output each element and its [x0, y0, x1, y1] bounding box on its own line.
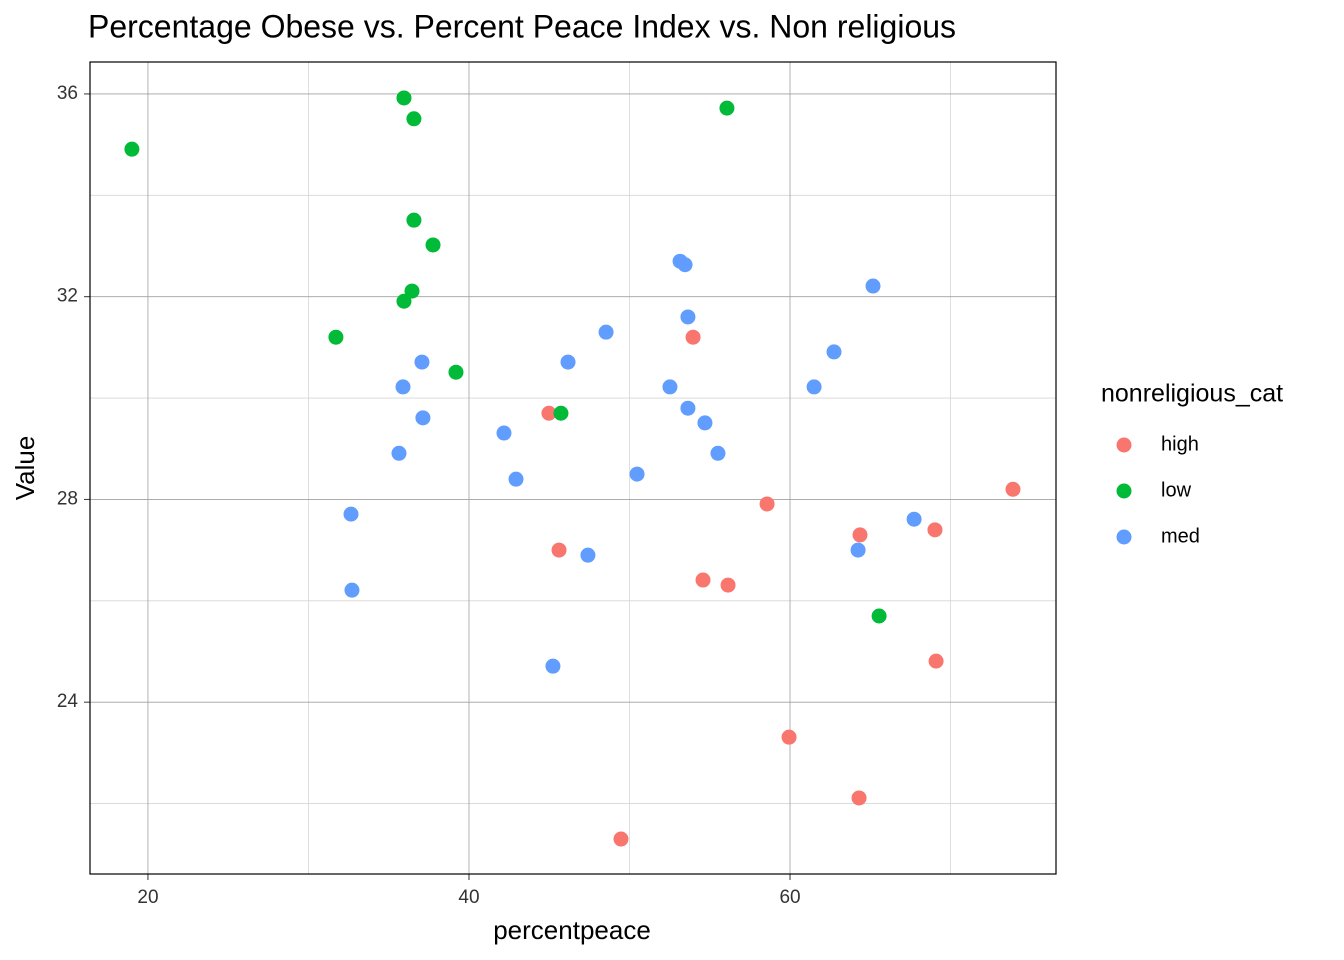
legend-title: nonreligious_cat	[1101, 380, 1283, 408]
point	[415, 410, 431, 426]
point	[508, 471, 524, 487]
point	[406, 111, 422, 127]
point	[406, 212, 422, 228]
point	[928, 653, 944, 669]
point	[395, 379, 411, 395]
point	[697, 415, 713, 431]
legend-label: high	[1161, 433, 1199, 455]
point	[328, 329, 344, 345]
point	[343, 506, 359, 522]
point	[781, 729, 797, 745]
point	[680, 400, 696, 416]
point	[927, 522, 943, 538]
point	[871, 608, 887, 624]
point	[560, 354, 576, 370]
point	[344, 582, 360, 598]
legend-label: med	[1161, 525, 1200, 547]
point	[662, 379, 678, 395]
point	[680, 309, 696, 325]
point	[404, 283, 420, 299]
point	[541, 405, 557, 421]
plot-border	[89, 61, 1057, 875]
point	[850, 542, 866, 558]
point	[629, 466, 645, 482]
y-axis-label: Value	[10, 436, 40, 501]
point	[124, 141, 140, 157]
y-tick-label: 32	[57, 286, 78, 307]
point	[685, 329, 701, 345]
point	[496, 425, 512, 441]
point	[806, 379, 822, 395]
point	[551, 542, 567, 558]
y-tick-label: 24	[57, 691, 79, 712]
legend-key	[1116, 437, 1132, 453]
legend-key	[1116, 529, 1132, 545]
point	[710, 445, 726, 461]
x-axis-label: percentpeace	[493, 915, 651, 945]
point	[598, 324, 614, 340]
point	[1005, 481, 1021, 497]
point	[396, 293, 412, 309]
point	[425, 237, 441, 253]
point	[865, 278, 881, 294]
point	[414, 354, 430, 370]
point	[695, 572, 711, 588]
x-tick-label: 20	[137, 887, 158, 908]
point	[906, 511, 922, 527]
x-tick-label: 60	[779, 887, 800, 908]
legend-label: low	[1161, 479, 1192, 501]
x-tick-label: 40	[458, 887, 479, 908]
point	[545, 658, 561, 674]
point	[613, 831, 629, 847]
point	[677, 257, 693, 273]
point	[719, 100, 735, 116]
point	[553, 405, 569, 421]
point	[852, 527, 868, 543]
point	[391, 445, 407, 461]
point	[396, 90, 412, 106]
y-tick-label: 28	[57, 488, 78, 509]
point	[759, 496, 775, 512]
y-tick-label: 36	[57, 83, 78, 104]
point	[826, 344, 842, 360]
legend-key	[1116, 483, 1132, 499]
point	[448, 364, 464, 380]
point	[580, 547, 596, 563]
point	[851, 790, 867, 806]
chart-title: Percentage Obese vs. Percent Peace Index…	[88, 8, 956, 44]
point	[720, 577, 736, 593]
